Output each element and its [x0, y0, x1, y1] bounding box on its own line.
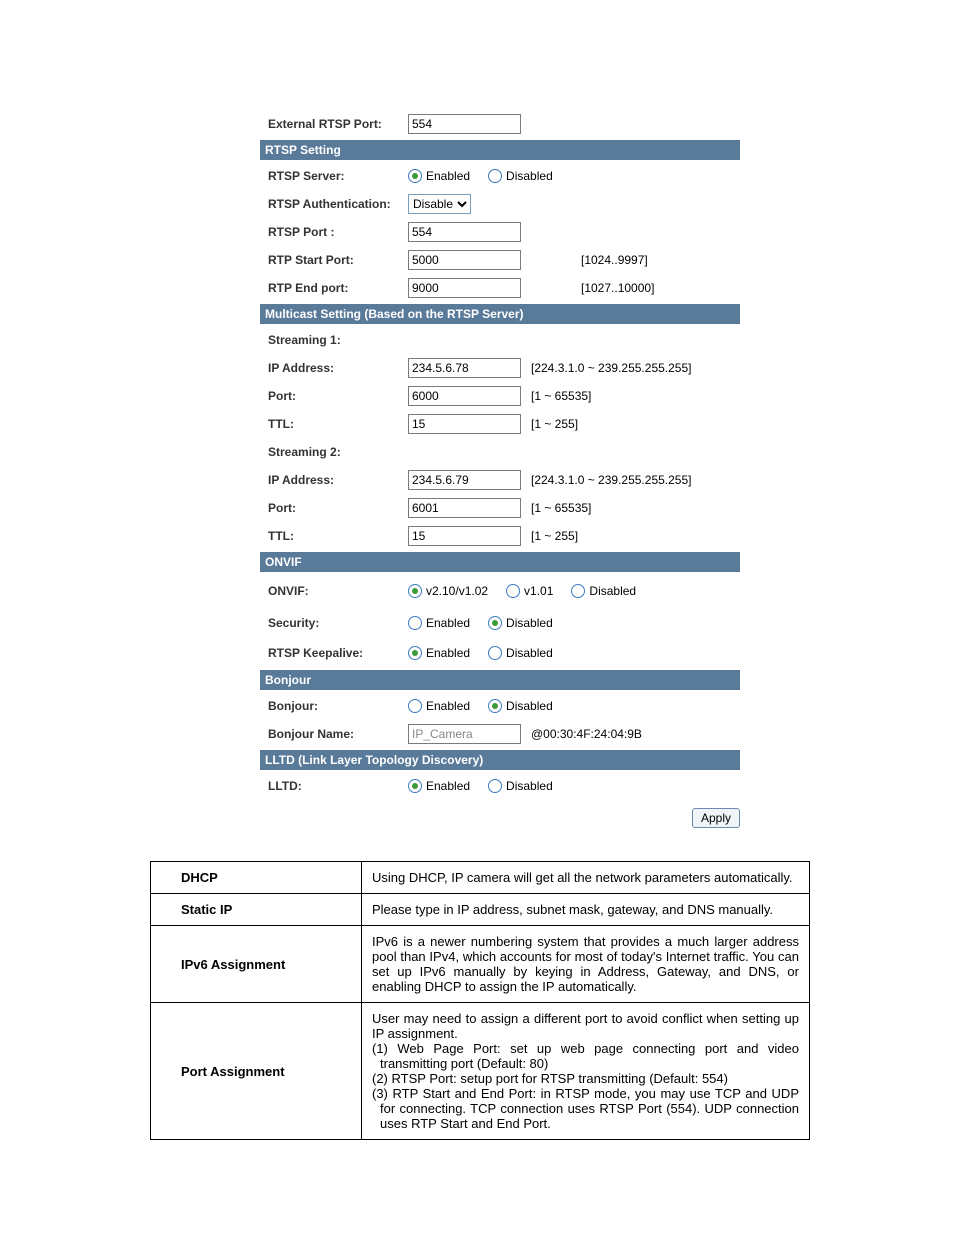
rtsp-setting-header: RTSP Setting: [260, 140, 740, 160]
port-val: User may need to assign a different port…: [362, 1003, 810, 1140]
onvif-v101-radio[interactable]: v1.01: [506, 584, 553, 598]
onvif-v210-radio[interactable]: v2.10/v1.02: [408, 584, 488, 598]
stream2-ttl-input[interactable]: [408, 526, 521, 546]
rtp-start-input[interactable]: [408, 250, 521, 270]
keepalive-enabled-radio[interactable]: Enabled: [408, 646, 470, 660]
description-table: DHCP Using DHCP, IP camera will get all …: [150, 861, 810, 1140]
stream1-ttl-hint: [1 ~ 255]: [531, 417, 578, 431]
security-disabled-radio[interactable]: Disabled: [488, 616, 553, 630]
table-row: Static IP Please type in IP address, sub…: [151, 894, 810, 926]
config-panel: External RTSP Port: RTSP Setting RTSP Se…: [260, 110, 740, 836]
stream1-port-input[interactable]: [408, 386, 521, 406]
stream2-port-hint: [1 ~ 65535]: [531, 501, 591, 515]
stream2-port-input[interactable]: [408, 498, 521, 518]
bonjour-name-label: Bonjour Name:: [268, 727, 408, 741]
stream1-ttl-label: TTL:: [268, 417, 408, 431]
multicast-header: Multicast Setting (Based on the RTSP Ser…: [260, 304, 740, 324]
static-key: Static IP: [151, 894, 362, 926]
table-row: DHCP Using DHCP, IP camera will get all …: [151, 862, 810, 894]
lltd-label: LLTD:: [268, 779, 408, 793]
rtp-start-label: RTP Start Port:: [268, 253, 408, 267]
port-key: Port Assignment: [151, 1003, 362, 1140]
ipv6-val: IPv6 is a newer numbering system that pr…: [362, 926, 810, 1003]
external-rtsp-input[interactable]: [408, 114, 521, 134]
bonjour-header: Bonjour: [260, 670, 740, 690]
bonjour-name-input[interactable]: [408, 724, 521, 744]
ipv6-key: IPv6 Assignment: [151, 926, 362, 1003]
stream1-port-label: Port:: [268, 389, 408, 403]
dhcp-key: DHCP: [151, 862, 362, 894]
stream1-title: Streaming 1:: [268, 333, 408, 347]
stream2-ttl-label: TTL:: [268, 529, 408, 543]
stream2-ttl-hint: [1 ~ 255]: [531, 529, 578, 543]
stream1-ip-hint: [224.3.1.0 ~ 239.255.255.255]: [531, 361, 691, 375]
rtsp-auth-select[interactable]: Disable: [408, 194, 471, 214]
lltd-header: LLTD (Link Layer Topology Discovery): [260, 750, 740, 770]
table-row: Port Assignment User may need to assign …: [151, 1003, 810, 1140]
stream2-ip-hint: [224.3.1.0 ~ 239.255.255.255]: [531, 473, 691, 487]
table-row: IPv6 Assignment IPv6 is a newer numberin…: [151, 926, 810, 1003]
onvif-header: ONVIF: [260, 552, 740, 572]
stream2-ip-label: IP Address:: [268, 473, 408, 487]
stream1-ip-input[interactable]: [408, 358, 521, 378]
onvif-disabled-radio[interactable]: Disabled: [571, 584, 636, 598]
keepalive-disabled-radio[interactable]: Disabled: [488, 646, 553, 660]
bonjour-label: Bonjour:: [268, 699, 408, 713]
rtsp-port-input[interactable]: [408, 222, 521, 242]
bonjour-disabled-radio[interactable]: Disabled: [488, 699, 553, 713]
rtsp-server-disabled-radio[interactable]: Disabled: [488, 169, 553, 183]
rtsp-server-label: RTSP Server:: [268, 169, 408, 183]
dhcp-val: Using DHCP, IP camera will get all the n…: [362, 862, 810, 894]
stream1-ip-label: IP Address:: [268, 361, 408, 375]
rtp-end-input[interactable]: [408, 278, 521, 298]
rtsp-server-enabled-radio[interactable]: Enabled: [408, 169, 470, 183]
external-rtsp-label: External RTSP Port:: [268, 117, 408, 131]
rtsp-auth-label: RTSP Authentication:: [268, 197, 408, 211]
stream2-port-label: Port:: [268, 501, 408, 515]
stream1-port-hint: [1 ~ 65535]: [531, 389, 591, 403]
apply-button[interactable]: Apply: [692, 808, 740, 828]
stream2-ip-input[interactable]: [408, 470, 521, 490]
bonjour-enabled-radio[interactable]: Enabled: [408, 699, 470, 713]
rtp-start-hint: [1024..9997]: [581, 253, 648, 267]
security-label: Security:: [268, 616, 408, 630]
rtp-end-hint: [1027..10000]: [581, 281, 654, 295]
stream2-title: Streaming 2:: [268, 445, 408, 459]
lltd-disabled-radio[interactable]: Disabled: [488, 779, 553, 793]
keepalive-label: RTSP Keepalive:: [268, 646, 408, 660]
stream1-ttl-input[interactable]: [408, 414, 521, 434]
rtsp-port-label: RTSP Port :: [268, 225, 408, 239]
static-val: Please type in IP address, subnet mask, …: [362, 894, 810, 926]
security-enabled-radio[interactable]: Enabled: [408, 616, 470, 630]
onvif-label: ONVIF:: [268, 584, 408, 598]
lltd-enabled-radio[interactable]: Enabled: [408, 779, 470, 793]
rtp-end-label: RTP End port:: [268, 281, 408, 295]
bonjour-name-suffix: @00:30:4F:24:04:9B: [531, 727, 642, 741]
